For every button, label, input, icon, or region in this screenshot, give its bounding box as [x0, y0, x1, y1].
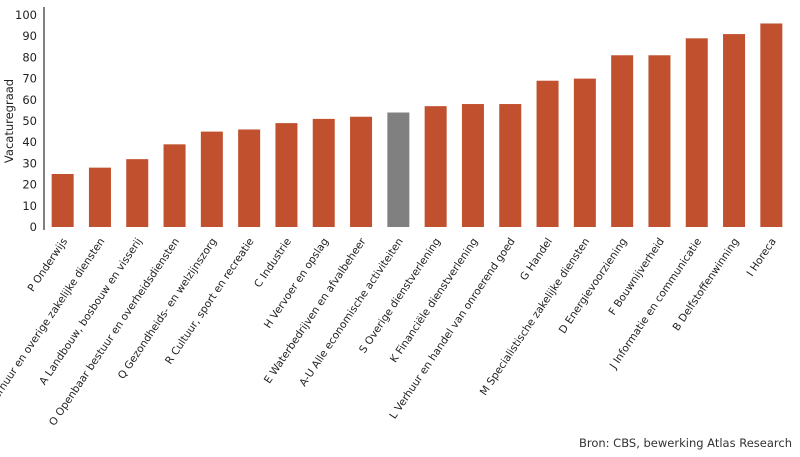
x-tick-label: B Delfstoffenwinning	[671, 236, 742, 333]
bar	[723, 34, 746, 227]
source-note: Bron: CBS, bewerking Atlas Research	[578, 436, 792, 450]
bar	[648, 55, 671, 227]
y-tick-label: 10	[22, 199, 37, 213]
x-tick-label: H Vervoer en opslag	[262, 236, 331, 331]
y-tick-label: 30	[22, 156, 37, 170]
x-tick-label: I Horeca	[745, 236, 779, 279]
x-tick-label: G Handel	[518, 236, 555, 283]
bar	[611, 55, 634, 227]
bar	[88, 167, 111, 227]
y-tick-label: 20	[22, 178, 37, 192]
y-axis-label: Vacaturegraad	[2, 79, 16, 163]
y-tick-label: 90	[22, 29, 37, 43]
bar	[51, 174, 74, 227]
bar	[387, 112, 410, 227]
y-tick-label: 50	[22, 114, 37, 128]
y-tick-label: 60	[22, 93, 37, 107]
bar	[536, 80, 559, 227]
bar	[163, 144, 186, 227]
bar	[312, 118, 335, 227]
bar	[238, 129, 261, 227]
x-tick-label: C Industrie	[252, 236, 294, 290]
bar	[685, 38, 708, 227]
bar	[350, 116, 373, 227]
bar	[760, 23, 783, 228]
y-tick-label: 70	[22, 72, 37, 86]
bar	[461, 104, 484, 227]
bar	[126, 159, 149, 227]
bar	[573, 78, 596, 227]
bar	[424, 106, 447, 227]
bar	[200, 131, 223, 227]
y-tick-label: 100	[15, 8, 37, 22]
y-tick-label: 80	[22, 50, 37, 64]
y-tick-label: 0	[30, 220, 37, 234]
y-tick-label: 40	[22, 135, 37, 149]
x-tick-label: D Energievoorziening	[557, 236, 630, 336]
bar	[499, 104, 522, 227]
bar	[275, 123, 298, 227]
